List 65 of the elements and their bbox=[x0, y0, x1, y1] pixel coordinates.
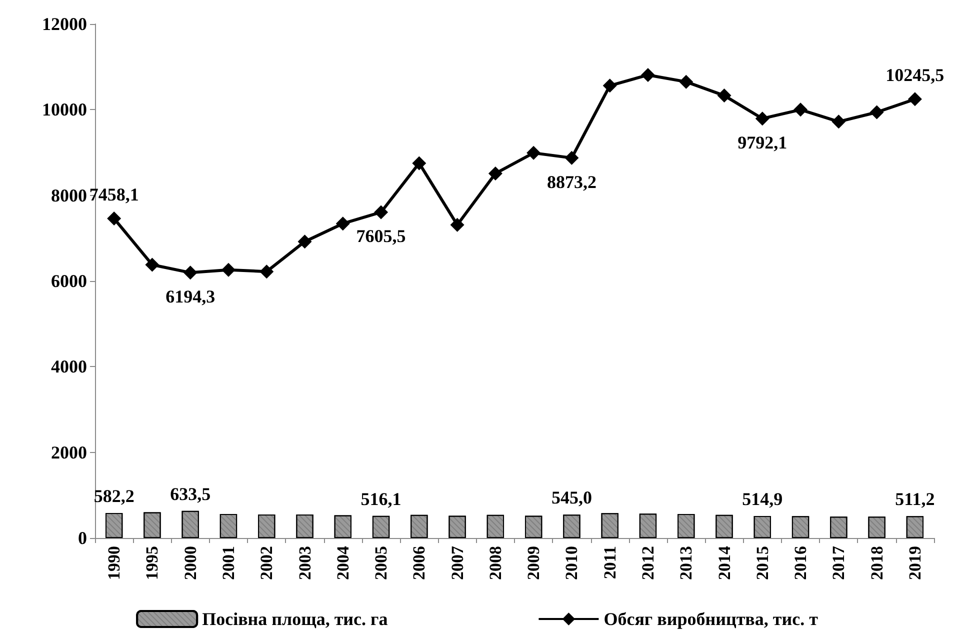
data-label: 8873,2 bbox=[546, 172, 596, 192]
point bbox=[564, 150, 579, 165]
x-tick-label: 1995 bbox=[142, 546, 162, 580]
x-tick-label: 2010 bbox=[562, 546, 582, 580]
point bbox=[755, 112, 770, 126]
y-tick-label: 8000 bbox=[51, 185, 87, 206]
x-tick-label: 2013 bbox=[676, 546, 696, 580]
point bbox=[183, 266, 198, 280]
data-label: 516,1 bbox=[360, 488, 402, 509]
y-tick-label: 6000 bbox=[51, 271, 87, 291]
data-label: 10245,5 bbox=[886, 65, 944, 86]
data-label: 582,2 bbox=[94, 486, 134, 506]
y-tick-label: 0 bbox=[78, 528, 87, 548]
data-label: 6194,3 bbox=[166, 286, 216, 307]
x-tick-label: 2004 bbox=[333, 546, 352, 580]
x-tick-label: 2019 bbox=[905, 546, 924, 580]
point bbox=[221, 262, 236, 277]
point bbox=[908, 92, 922, 106]
data-label: 7605,5 bbox=[356, 226, 406, 246]
x-tick-label: 2005 bbox=[372, 546, 391, 580]
x-tick-label: 2003 bbox=[295, 546, 314, 580]
point bbox=[717, 88, 732, 103]
data-label: 511,2 bbox=[895, 489, 935, 510]
x-tick-label: 2000 bbox=[180, 546, 200, 580]
point bbox=[794, 102, 808, 117]
point bbox=[870, 105, 884, 120]
y-tick-label: 12000 bbox=[42, 14, 87, 34]
point bbox=[260, 264, 274, 279]
x-tick-label: 2001 bbox=[218, 546, 238, 580]
x-tick-label: 2012 bbox=[638, 546, 658, 580]
point bbox=[488, 166, 502, 180]
data-label: 7458,1 bbox=[89, 184, 139, 205]
point bbox=[679, 74, 694, 89]
point bbox=[145, 258, 160, 272]
y-tick-label: 4000 bbox=[51, 356, 87, 377]
x-tick-label: 1990 bbox=[104, 546, 124, 580]
point bbox=[298, 234, 312, 249]
point bbox=[374, 205, 388, 220]
y-tick-label: 10000 bbox=[42, 100, 87, 120]
point bbox=[602, 78, 617, 93]
data-label: 9792,1 bbox=[738, 132, 788, 153]
x-tick-label: 2015 bbox=[752, 546, 772, 580]
x-tick-label: 2008 bbox=[486, 546, 505, 580]
x-tick-label: 2006 bbox=[410, 546, 429, 580]
data-label: 514,9 bbox=[742, 488, 783, 509]
x-tick-label: 2002 bbox=[257, 546, 276, 580]
point bbox=[640, 68, 655, 82]
x-tick-label: 2017 bbox=[829, 546, 848, 580]
x-tick-label: 2014 bbox=[714, 546, 734, 580]
data-label: 545,0 bbox=[551, 488, 592, 508]
legend-label: Посівна площа, тис. га bbox=[202, 609, 388, 629]
data-label: 633,5 bbox=[170, 484, 211, 504]
point bbox=[450, 218, 464, 232]
y-tick-label: 2000 bbox=[51, 442, 87, 462]
point bbox=[107, 212, 122, 226]
x-tick-label: 2011 bbox=[600, 546, 620, 580]
point bbox=[412, 156, 426, 170]
x-tick-label: 2016 bbox=[791, 546, 810, 580]
point bbox=[336, 216, 350, 231]
x-tick-label: 2018 bbox=[867, 546, 886, 580]
point bbox=[832, 114, 846, 129]
point bbox=[526, 146, 541, 160]
legend-label: Обсяг виробництва, тис. т bbox=[604, 609, 818, 629]
x-tick-label: 2007 bbox=[448, 546, 467, 580]
x-tick-label: 2009 bbox=[524, 546, 544, 580]
